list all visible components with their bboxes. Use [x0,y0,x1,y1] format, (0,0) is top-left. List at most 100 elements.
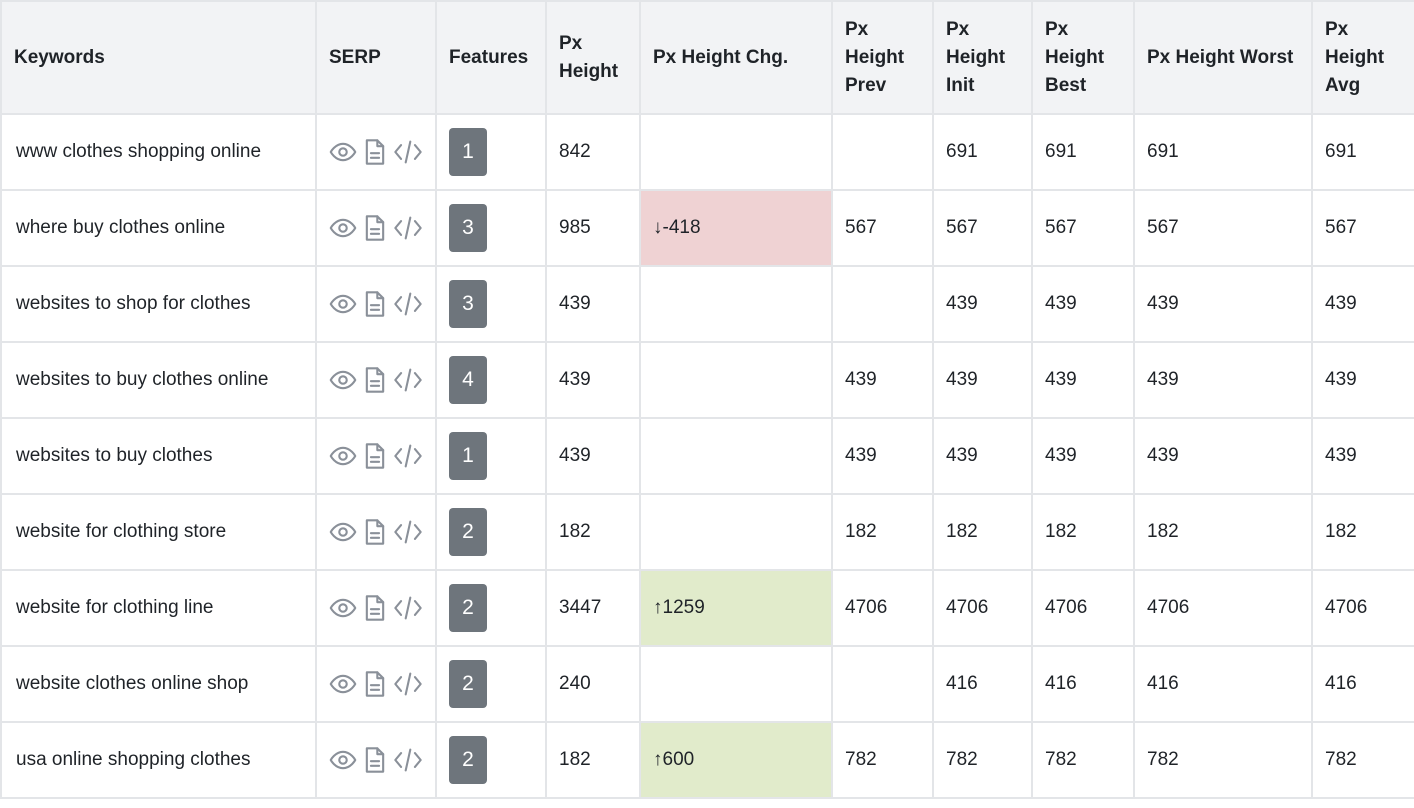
header-px-height-worst[interactable]: Px Height Worst [1133,0,1313,115]
document-icon[interactable] [363,518,387,546]
px-height-prev-cell [831,113,934,191]
eye-icon[interactable] [329,214,357,242]
code-icon[interactable] [393,290,423,318]
keyword-cell: websites to buy clothes online [0,341,317,419]
features-cell: 2 [435,569,547,647]
keyword-cell: websites to shop for clothes [0,265,317,343]
features-badge[interactable]: 3 [449,280,487,328]
px-height-worst-cell: 182 [1133,493,1313,571]
header-px-height-best[interactable]: Px Height Best [1031,0,1135,115]
px-height-cell: 182 [545,721,641,799]
px-height-init-cell: 4706 [932,569,1033,647]
header-serp[interactable]: SERP [315,0,437,115]
px-height-best-cell: 439 [1031,265,1135,343]
px-height-chg-cell [639,265,833,343]
eye-icon[interactable] [329,746,357,774]
px-height-avg-cell: 4706 [1311,569,1414,647]
features-badge[interactable]: 2 [449,584,487,632]
px-height-worst-cell: 439 [1133,417,1313,495]
features-badge[interactable]: 3 [449,204,487,252]
code-icon[interactable] [393,214,423,242]
px-height-chg-cell: ↓-418 [639,189,833,267]
features-cell: 4 [435,341,547,419]
keyword-cell: website for clothing store [0,493,317,571]
document-icon[interactable] [363,138,387,166]
features-badge[interactable]: 2 [449,508,487,556]
features-cell: 2 [435,645,547,723]
px-height-best-cell: 182 [1031,493,1135,571]
px-height-chg-cell [639,341,833,419]
px-height-avg-cell: 782 [1311,721,1414,799]
serp-cell [315,417,437,495]
serp-cell [315,113,437,191]
document-icon[interactable] [363,594,387,622]
px-height-init-cell: 567 [932,189,1033,267]
features-cell: 2 [435,721,547,799]
document-icon[interactable] [363,366,387,394]
features-cell: 1 [435,113,547,191]
serp-cell [315,721,437,799]
document-icon[interactable] [363,214,387,242]
px-height-cell: 842 [545,113,641,191]
code-icon[interactable] [393,138,423,166]
px-height-cell: 985 [545,189,641,267]
header-features[interactable]: Features [435,0,547,115]
eye-icon[interactable] [329,138,357,166]
features-badge[interactable]: 1 [449,432,487,480]
px-height-init-cell: 439 [932,265,1033,343]
table-row: website for clothing line [0,569,1414,647]
px-height-best-cell: 439 [1031,417,1135,495]
features-badge[interactable]: 2 [449,660,487,708]
code-icon[interactable] [393,594,423,622]
code-icon[interactable] [393,746,423,774]
px-height-chg-cell [639,417,833,495]
table-row: websites to buy clothes [0,417,1414,495]
px-height-cell: 182 [545,493,641,571]
px-height-init-cell: 416 [932,645,1033,723]
px-height-prev-cell: 782 [831,721,934,799]
header-px-height[interactable]: Px Height [545,0,641,115]
px-height-worst-cell: 782 [1133,721,1313,799]
px-height-cell: 240 [545,645,641,723]
header-px-height-init[interactable]: Px Height Init [932,0,1033,115]
eye-icon[interactable] [329,518,357,546]
code-icon[interactable] [393,670,423,698]
table-row: usa online shopping clothes [0,721,1414,799]
px-height-best-cell: 691 [1031,113,1135,191]
serp-cell [315,341,437,419]
features-cell: 2 [435,493,547,571]
px-height-init-cell: 439 [932,417,1033,495]
header-keywords[interactable]: Keywords [0,0,317,115]
eye-icon[interactable] [329,366,357,394]
eye-icon[interactable] [329,290,357,318]
keyword-cell: websites to buy clothes [0,417,317,495]
table-row: websites to shop for clothes [0,265,1414,343]
features-cell: 3 [435,189,547,267]
eye-icon[interactable] [329,442,357,470]
px-height-worst-cell: 691 [1133,113,1313,191]
px-height-init-cell: 782 [932,721,1033,799]
document-icon[interactable] [363,290,387,318]
px-height-init-cell: 182 [932,493,1033,571]
features-badge[interactable]: 1 [449,128,487,176]
document-icon[interactable] [363,746,387,774]
px-height-init-cell: 691 [932,113,1033,191]
px-height-cell: 439 [545,341,641,419]
header-px-height-chg[interactable]: Px Height Chg. [639,0,833,115]
px-height-best-cell: 416 [1031,645,1135,723]
px-height-prev-cell: 439 [831,417,934,495]
features-cell: 3 [435,265,547,343]
features-badge[interactable]: 2 [449,736,487,784]
document-icon[interactable] [363,442,387,470]
eye-icon[interactable] [329,670,357,698]
code-icon[interactable] [393,518,423,546]
header-px-height-prev[interactable]: Px Height Prev [831,0,934,115]
px-height-prev-cell [831,645,934,723]
eye-icon[interactable] [329,594,357,622]
header-px-height-avg[interactable]: Px Height Avg [1311,0,1414,115]
features-badge[interactable]: 4 [449,356,487,404]
px-height-worst-cell: 439 [1133,265,1313,343]
code-icon[interactable] [393,366,423,394]
document-icon[interactable] [363,670,387,698]
code-icon[interactable] [393,442,423,470]
